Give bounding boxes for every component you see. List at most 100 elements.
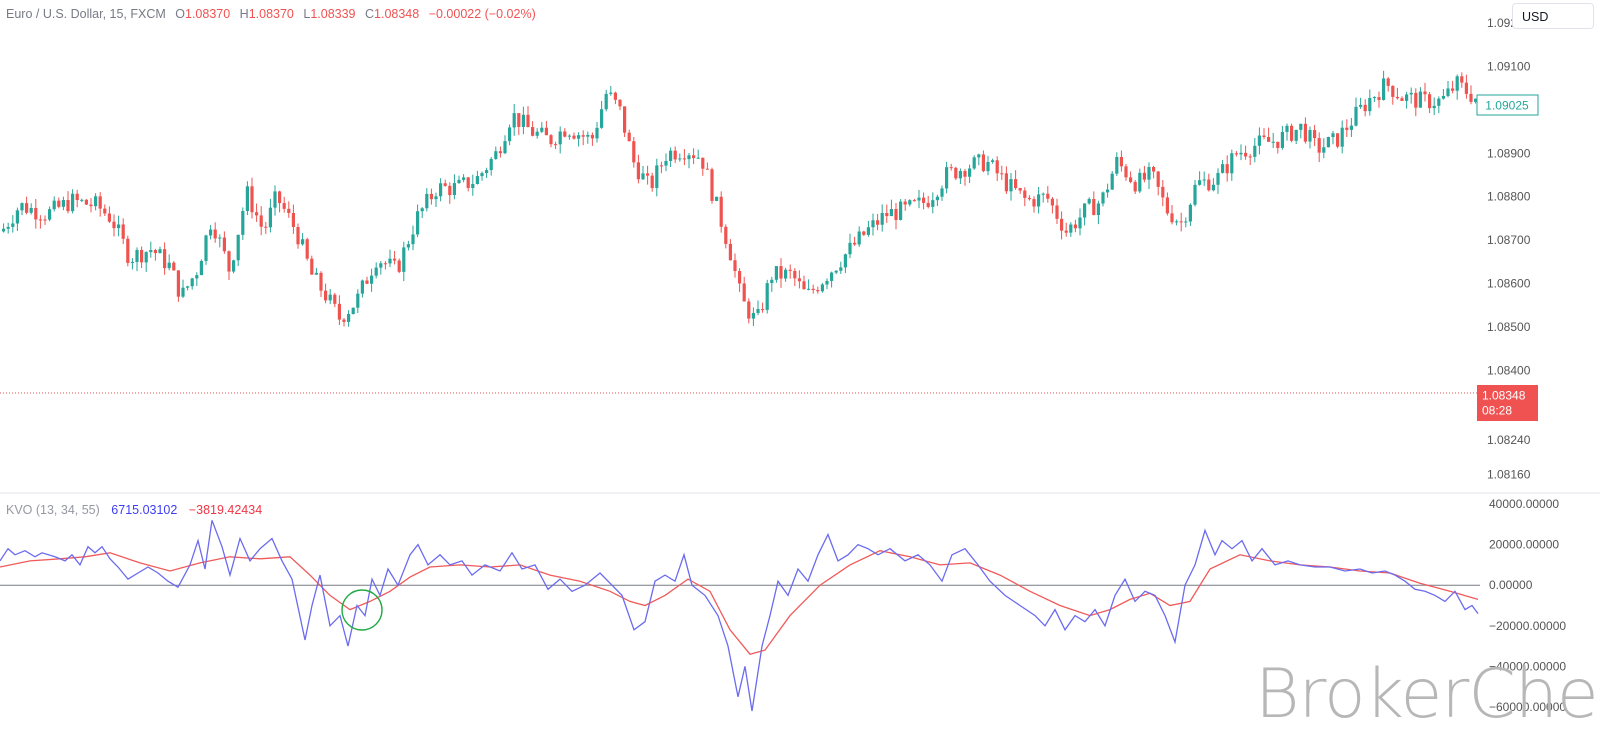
candle-body [1193,184,1197,205]
candle-body [1377,97,1381,100]
currency-button[interactable]: USD [1512,3,1594,29]
candle-body [75,193,79,201]
candle-body [1198,180,1202,185]
current-price-tag: 1.08348 08:28 [1477,385,1538,421]
candle-body [498,151,502,154]
candle-body [770,279,774,284]
candle-body [287,208,291,214]
candle-body [1014,179,1018,189]
candle-body [613,92,617,100]
candle-body [20,203,24,211]
candle-body [1290,125,1294,141]
candle-body [319,272,323,291]
candle-body [117,224,121,229]
candle-body [250,186,254,213]
candle-body [1041,193,1045,195]
kvo-tick-label: −40000.00000 [1489,659,1566,673]
candle-body [1359,104,1363,107]
candle-body [379,263,383,268]
candle-body [876,220,880,225]
candle-body [793,270,797,279]
candle-body [1248,156,1252,158]
candle-body [457,179,461,184]
candle-body [1156,171,1160,187]
candle-body [742,283,746,302]
candle-body [1294,129,1298,141]
candle-body [1428,94,1432,109]
candle-body [411,234,415,245]
candle-body [802,281,806,290]
candle-body [158,249,162,254]
candle-body [121,224,125,239]
candle-body [1202,179,1206,181]
candle-body [655,165,659,189]
candle-body [84,199,88,205]
candle-body [43,219,47,221]
candle-body [140,249,144,263]
candle-body [820,284,824,292]
candle-body [678,158,682,160]
candle-body [218,237,222,239]
candle-body [34,207,38,220]
candle-body [98,196,102,209]
candle-body [1133,181,1137,192]
candle-body [448,185,452,196]
candle-body [595,127,599,139]
candle-body [416,211,420,235]
candle-body [995,160,999,174]
candle-body [1138,172,1142,192]
candle-body [1092,198,1096,216]
candle-body [1345,127,1349,130]
candle-body [949,167,953,169]
candle-body [871,220,875,228]
candle-body [751,312,755,319]
candle-body [1271,141,1275,143]
candle-body [402,247,406,272]
candle-body [788,269,792,271]
candle-body [1055,205,1059,219]
candle-body [420,208,424,212]
candle-body [1096,203,1100,216]
candle-body [1050,198,1054,206]
candle-body [1023,190,1027,198]
candle-body [282,203,286,209]
candle-body [512,113,516,128]
candle-body [646,173,650,176]
candle-body [544,127,548,136]
candle-body [429,193,433,200]
candle-body [968,168,972,177]
candle-body [38,219,42,221]
candle-body [365,280,369,284]
signal-value: −3819.42434 [188,503,263,517]
candle-body [1119,156,1123,167]
candle-body [922,197,926,203]
candle-body [1110,173,1114,190]
candle-body [452,183,456,196]
candle-body [374,267,378,276]
candle-body [1083,203,1087,218]
candle-body [728,243,732,261]
price-tick-label: 1.08800 [1487,190,1531,204]
price-tick-label: 1.09100 [1487,59,1531,73]
candle-body [1313,130,1317,139]
candle-body [710,169,714,201]
candle-body [687,155,691,160]
candle-body [1027,197,1031,200]
candle-body [388,258,392,264]
candle-body [190,278,194,287]
candle-body [1244,152,1248,157]
kvo-title: KVO (13, 34, 55) [6,503,100,517]
candle-body [383,263,387,265]
candle-body [1267,137,1271,142]
candle-body [1363,104,1367,112]
candle-body [954,167,958,179]
candle-body [360,280,364,294]
candle-body [1225,164,1229,174]
candle-body [434,196,438,200]
candle-body [475,176,479,184]
candle-body [899,201,903,220]
candle-body [1455,76,1459,91]
high-value: 1.08370 [248,7,294,21]
candle-body [6,226,10,229]
